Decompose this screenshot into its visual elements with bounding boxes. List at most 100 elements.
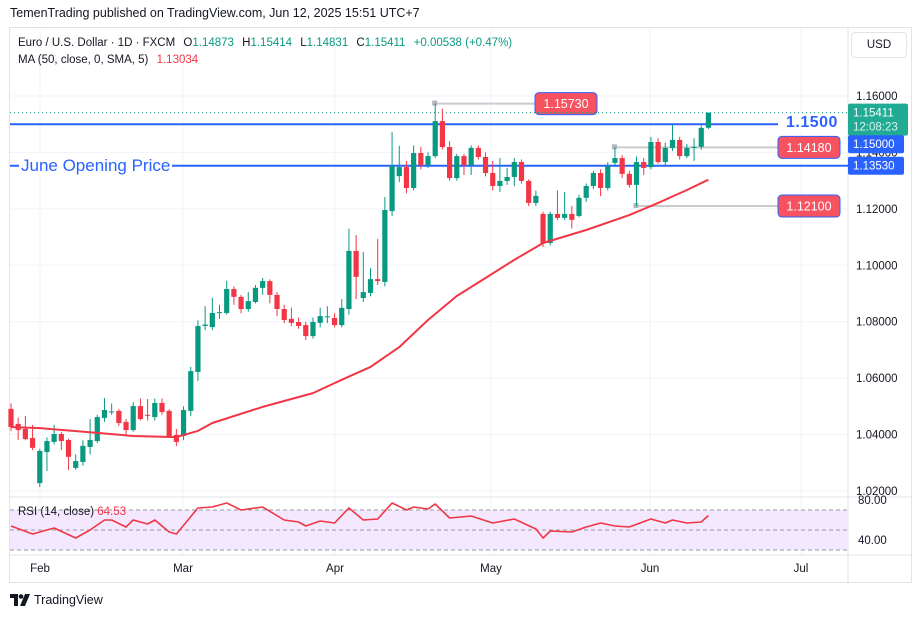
candle[interactable]	[425, 152, 431, 168]
candle[interactable]	[605, 162, 611, 191]
candle[interactable]	[65, 438, 72, 470]
candle[interactable]	[446, 141, 453, 181]
candle[interactable]	[403, 160, 410, 194]
candle[interactable]	[44, 437, 50, 471]
candle[interactable]	[159, 398, 165, 415]
candle[interactable]	[288, 307, 295, 326]
candle[interactable]	[296, 317, 302, 329]
candle[interactable]	[475, 145, 481, 160]
candle[interactable]	[109, 403, 115, 415]
candle[interactable]	[209, 297, 215, 331]
symbol-description[interactable]: Euro / U.S. Dollar · 1D · FXCM	[18, 37, 176, 49]
candle[interactable]	[533, 190, 539, 207]
candle[interactable]	[684, 143, 690, 159]
candle[interactable]	[195, 320, 201, 381]
candle[interactable]	[58, 431, 64, 451]
candle[interactable]	[331, 313, 338, 328]
candle[interactable]	[224, 280, 230, 315]
candle[interactable]	[705, 112, 712, 129]
candle[interactable]	[152, 398, 158, 421]
candle[interactable]	[626, 170, 632, 188]
tradingview-logo[interactable]: TradingView	[10, 593, 103, 607]
candle[interactable]	[389, 132, 395, 216]
candle[interactable]	[497, 158, 503, 192]
candle[interactable]	[662, 142, 668, 166]
candle[interactable]	[677, 136, 683, 160]
candle[interactable]	[324, 306, 330, 324]
candle[interactable]	[274, 292, 280, 317]
candle[interactable]	[367, 268, 374, 297]
candle[interactable]	[382, 197, 388, 287]
candle[interactable]	[260, 277, 266, 295]
candle[interactable]	[698, 125, 704, 150]
candle[interactable]	[51, 424, 57, 445]
candle[interactable]	[468, 145, 474, 176]
candle[interactable]	[353, 235, 359, 300]
candle[interactable]	[231, 286, 237, 305]
candle[interactable]	[101, 397, 108, 422]
candle[interactable]	[216, 304, 223, 319]
candle[interactable]	[29, 424, 36, 451]
candle[interactable]	[360, 252, 366, 302]
candle[interactable]	[73, 454, 79, 470]
candle[interactable]	[252, 285, 259, 304]
candle[interactable]	[202, 306, 208, 331]
candle[interactable]	[504, 167, 510, 185]
candle[interactable]	[454, 153, 460, 181]
candle[interactable]	[669, 125, 676, 152]
candle[interactable]	[432, 103, 438, 159]
candle[interactable]	[245, 292, 251, 312]
candle[interactable]	[511, 158, 517, 187]
candle[interactable]	[281, 304, 287, 324]
candle[interactable]	[188, 366, 194, 417]
candle[interactable]	[569, 206, 575, 229]
candle[interactable]	[411, 145, 417, 191]
candle[interactable]	[15, 417, 21, 440]
candle[interactable]	[375, 239, 381, 286]
candle[interactable]	[655, 138, 661, 164]
candle[interactable]	[267, 279, 273, 304]
candle[interactable]	[137, 398, 144, 421]
candle[interactable]	[37, 448, 43, 488]
rsi-label[interactable]: RSI (14, close)	[18, 506, 95, 518]
candle[interactable]	[482, 152, 489, 177]
candle[interactable]	[94, 414, 100, 444]
candle[interactable]	[166, 409, 172, 438]
ma-label[interactable]: MA (50, close, 0, SMA, 5)	[18, 54, 149, 66]
candle[interactable]	[540, 211, 546, 247]
candle[interactable]	[641, 158, 647, 176]
candle[interactable]	[396, 145, 402, 183]
candle[interactable]	[8, 403, 14, 431]
candle[interactable]	[130, 402, 136, 432]
candle[interactable]	[461, 153, 467, 176]
candle[interactable]	[80, 440, 86, 466]
candle[interactable]	[303, 321, 309, 341]
candle[interactable]	[583, 183, 589, 202]
candle[interactable]	[518, 159, 525, 184]
candle[interactable]	[619, 155, 625, 178]
candle[interactable]	[562, 191, 568, 221]
candle[interactable]	[597, 169, 604, 197]
candle[interactable]	[526, 179, 532, 207]
candle[interactable]	[310, 317, 316, 339]
candle[interactable]	[145, 399, 151, 421]
candle[interactable]	[346, 228, 352, 315]
candle[interactable]	[439, 108, 445, 150]
candle[interactable]	[612, 147, 618, 166]
candle[interactable]	[317, 307, 323, 328]
candle[interactable]	[490, 160, 496, 191]
candle[interactable]	[691, 138, 697, 161]
currency-button[interactable]: USD	[851, 32, 907, 58]
candle[interactable]	[554, 190, 561, 221]
candle[interactable]	[418, 146, 424, 170]
candle[interactable]	[123, 419, 129, 435]
candle[interactable]	[633, 156, 640, 207]
candle[interactable]	[576, 194, 582, 218]
candle[interactable]	[116, 409, 122, 427]
candle[interactable]	[339, 299, 345, 328]
candle[interactable]	[648, 136, 654, 170]
candle[interactable]	[238, 294, 244, 314]
candle[interactable]	[87, 419, 93, 455]
candle[interactable]	[590, 170, 596, 190]
